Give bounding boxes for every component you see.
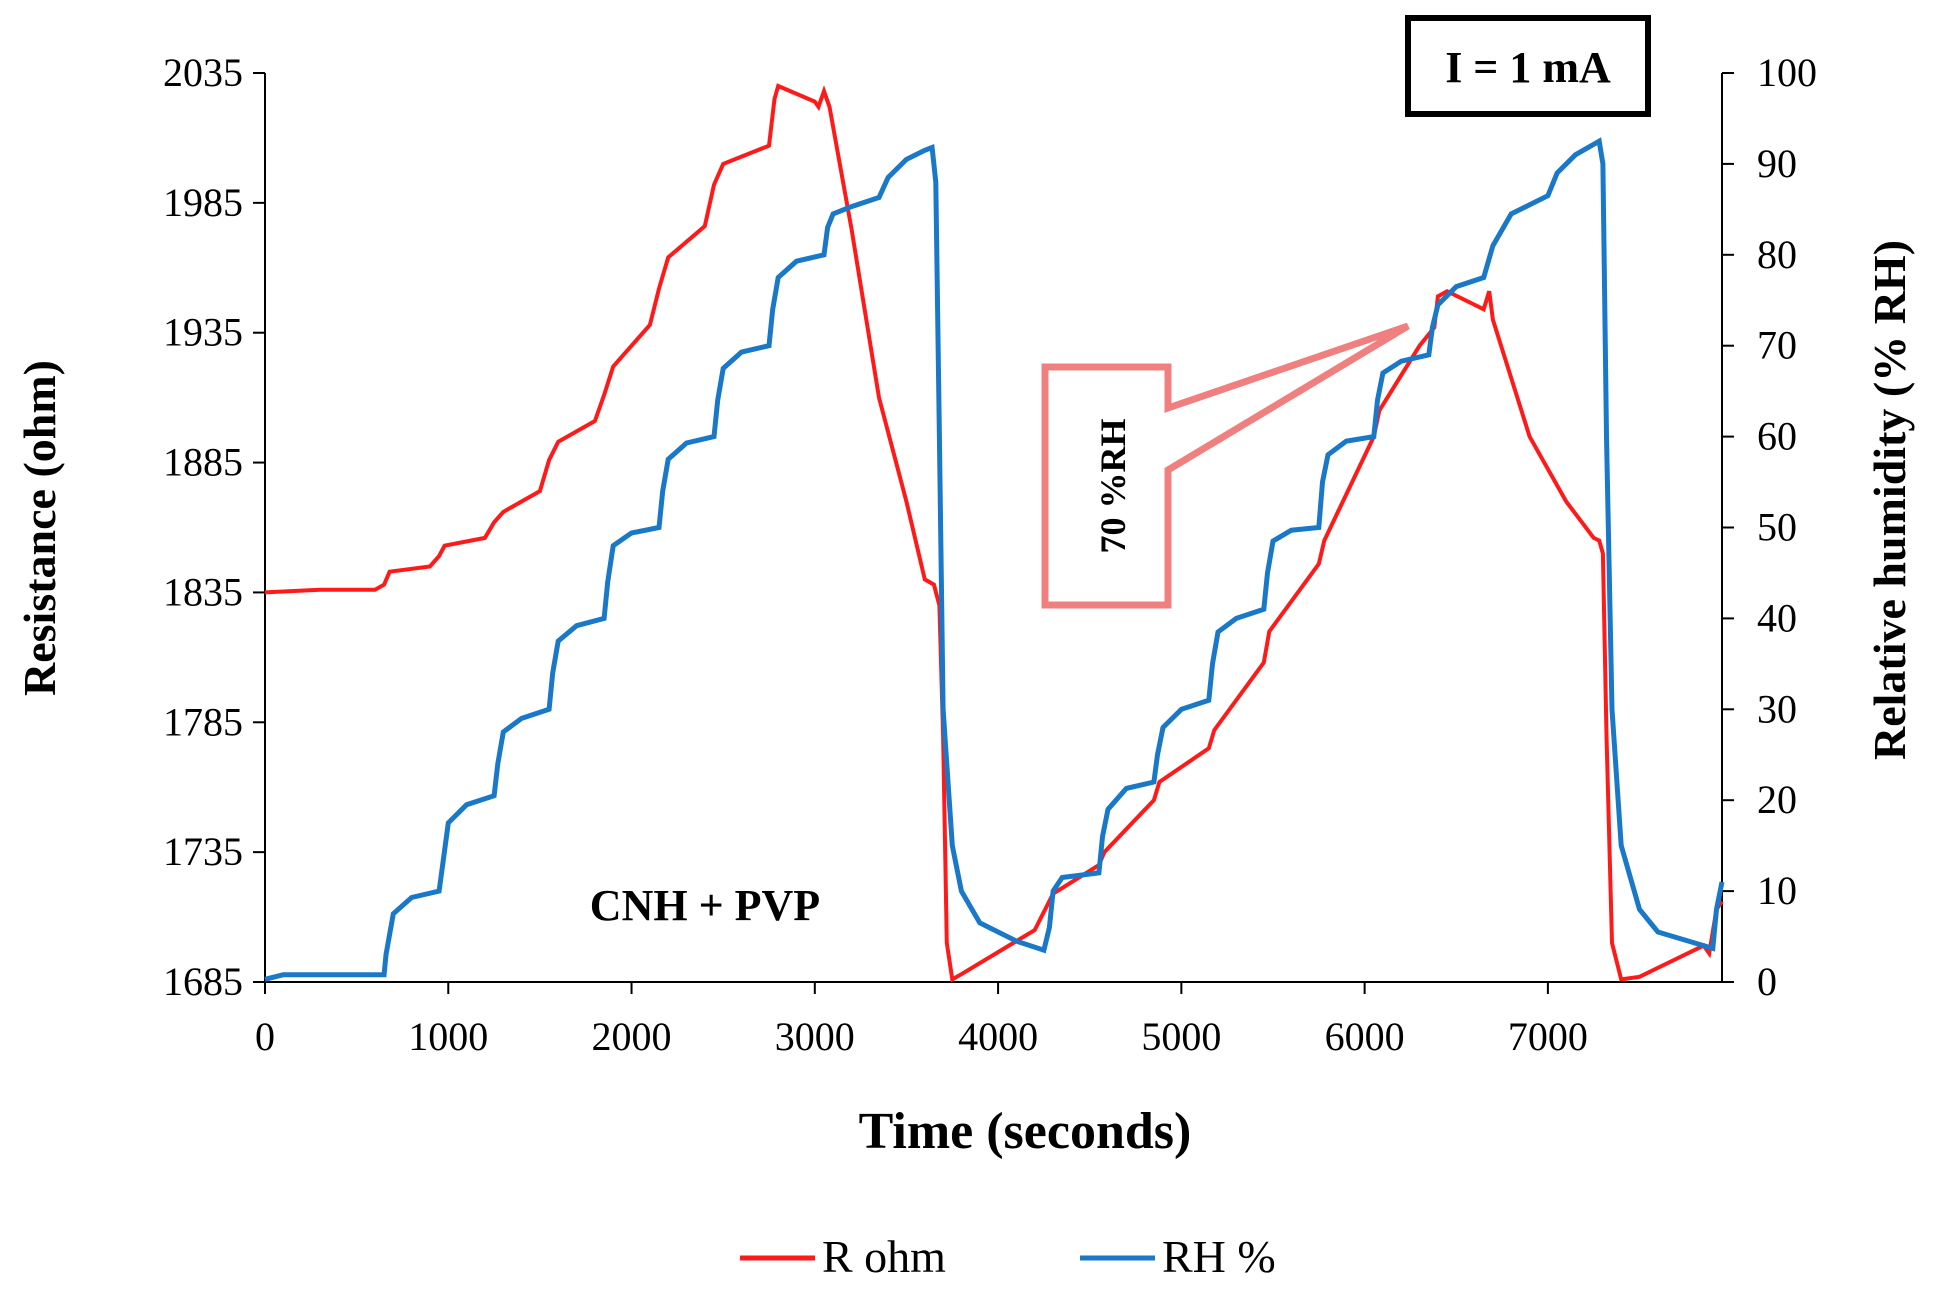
series-layer bbox=[264, 83, 1725, 983]
sample-label: CNH + PVP bbox=[590, 881, 820, 930]
right-y-tick-label: 0 bbox=[1757, 959, 1777, 1004]
left-y-tick-label: 1935 bbox=[163, 310, 243, 355]
callout-70rh-box bbox=[1041, 322, 1410, 609]
axes bbox=[264, 73, 1723, 983]
left-y-tick-label: 1785 bbox=[163, 699, 243, 744]
x-tick-label: 6000 bbox=[1325, 1014, 1405, 1059]
x-tick-label: 7000 bbox=[1508, 1014, 1588, 1059]
legend-label-r-ohm: R ohm bbox=[822, 1231, 946, 1282]
left-y-tick-label: 1685 bbox=[163, 959, 243, 1004]
x-tick-label: 4000 bbox=[958, 1014, 1038, 1059]
series-line-r-ohm bbox=[264, 83, 1724, 983]
x-tick-label: 0 bbox=[255, 1014, 275, 1059]
left-y-tick-label: 2035 bbox=[163, 50, 243, 95]
right-y-tick-label: 70 bbox=[1757, 323, 1797, 368]
right-y-axis-label: Relative humidity (% RH) bbox=[1864, 240, 1915, 760]
ticks: 1685 1735 1785 1835 1885 1935 1985 2035 0 10 20 30 4… bbox=[163, 50, 1817, 1059]
left-y-tick-label: 1835 bbox=[163, 569, 243, 614]
current-annotation-box bbox=[1405, 15, 1651, 117]
right-y-tick-label: 30 bbox=[1757, 686, 1797, 731]
left-y-tick-label: 1885 bbox=[163, 440, 243, 485]
x-axis-label: Time (seconds) bbox=[859, 1103, 1192, 1160]
right-y-tick-label: 80 bbox=[1757, 232, 1797, 277]
series-line-rh-percent bbox=[264, 137, 1725, 982]
right-y-tick-label: 100 bbox=[1757, 50, 1817, 95]
x-tick-label: 2000 bbox=[592, 1014, 672, 1059]
x-tick-label: 1000 bbox=[408, 1014, 488, 1059]
left-y-tick-label: 1735 bbox=[163, 829, 243, 874]
left-y-tick-label: 1985 bbox=[163, 180, 243, 225]
right-y-tick-label: 20 bbox=[1757, 777, 1797, 822]
right-y-tick-label: 40 bbox=[1757, 595, 1797, 640]
right-y-tick-label: 60 bbox=[1757, 414, 1797, 459]
right-y-tick-label: 90 bbox=[1757, 141, 1797, 186]
right-y-tick-label: 10 bbox=[1757, 868, 1797, 913]
left-y-axis-label: Resistance (ohm) bbox=[14, 360, 65, 696]
x-tick-label: 3000 bbox=[775, 1014, 855, 1059]
current-annotation: I = 1 mA bbox=[1445, 43, 1611, 92]
callout-70rh-label: 70 %RH bbox=[1093, 419, 1133, 554]
right-y-tick-label: 50 bbox=[1757, 505, 1797, 550]
legend-label-rh-percent: RH % bbox=[1162, 1231, 1276, 1282]
legend: R ohm RH % bbox=[740, 1231, 1276, 1282]
x-tick-label: 5000 bbox=[1141, 1014, 1221, 1059]
